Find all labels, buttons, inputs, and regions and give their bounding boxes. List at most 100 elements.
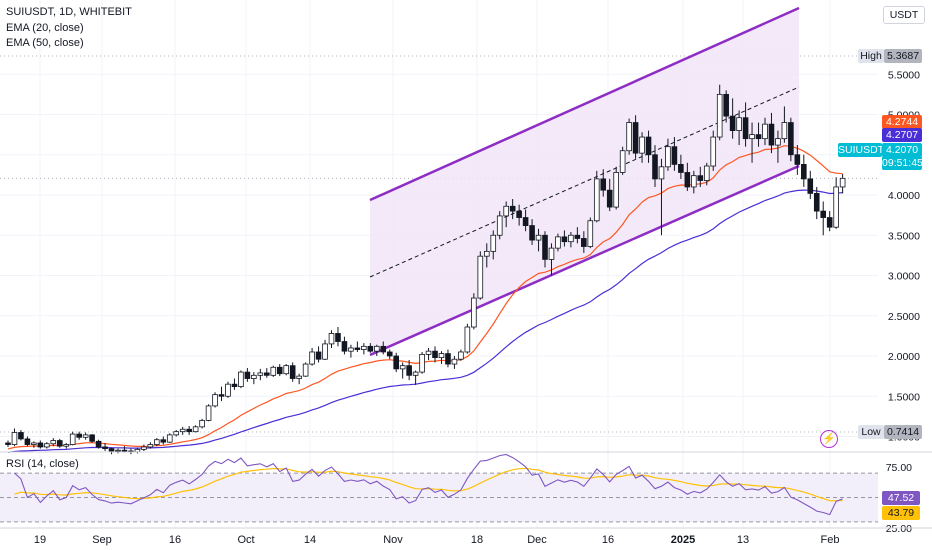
channel-lower (369, 164, 800, 357)
candle-up (833, 186, 839, 228)
candle-up (270, 366, 277, 376)
time-tick-label: Dec (527, 534, 547, 546)
candle-up (626, 122, 632, 152)
price-tick-label: 5.5000 (888, 69, 920, 81)
candle-up (296, 375, 302, 379)
rsi-band (0, 473, 878, 522)
candle-down (645, 136, 652, 156)
candle-down (5, 442, 11, 445)
time-axis[interactable]: 19 Sep 16 Oct 14 Nov 18 Dec 16 2025 13 Feb (0, 527, 932, 546)
ema20-price-tag: 4.2744 (882, 115, 922, 129)
time-tick-label: 2025 (671, 534, 695, 546)
candle-up (496, 215, 503, 236)
candle-up (593, 178, 600, 222)
rsi-legend[interactable]: RSI (14, close) (6, 458, 79, 470)
candle-down (432, 350, 438, 359)
candle-up (399, 365, 406, 370)
candle-up (555, 236, 561, 249)
candle-down (121, 449, 128, 452)
candle-down (606, 189, 613, 208)
candle-down (600, 178, 607, 191)
candle-down (801, 164, 807, 180)
candle-down (522, 217, 529, 226)
candle-down (186, 428, 192, 433)
candle-up (451, 358, 458, 365)
candle-down (341, 341, 348, 352)
candle-down (263, 372, 270, 376)
high-value: 5.3687 (884, 49, 922, 63)
candle-down (581, 238, 587, 247)
candle-up (710, 136, 717, 167)
candle-down (102, 446, 108, 449)
time-tick-label: 19 (34, 534, 46, 546)
candle-up (283, 365, 290, 375)
ema50-legend[interactable]: EMA (50, close) (6, 37, 84, 49)
candle-down (335, 333, 341, 342)
candle-down (820, 210, 827, 218)
time-tick-label: 16 (169, 534, 181, 546)
candle-down (684, 172, 691, 188)
candle-down (367, 345, 374, 352)
candle-up (302, 363, 309, 377)
currency-button[interactable]: USDT (883, 6, 925, 24)
ema20-legend[interactable]: EMA (20, close) (6, 22, 84, 34)
candle-down (509, 205, 516, 212)
candle-up (50, 440, 57, 445)
candle-up (775, 138, 781, 146)
candle-up (419, 353, 425, 373)
candle-down (445, 353, 451, 365)
time-tick-label: 14 (304, 534, 316, 546)
candle-up (373, 345, 380, 352)
candle-up (483, 250, 490, 257)
candle-down (632, 122, 639, 154)
high-tag: High (858, 49, 884, 63)
candle-up (212, 394, 218, 407)
candle-down (160, 439, 167, 443)
candle-down (561, 236, 568, 243)
rsi-value-tag: 47.52 (882, 491, 920, 505)
time-tick-label: Sep (92, 534, 112, 546)
candle-up (154, 439, 160, 445)
time-tick-label: 13 (737, 534, 749, 546)
candle-up (503, 205, 509, 217)
candle-down (794, 154, 801, 165)
candle-down (89, 434, 95, 442)
candle-up (438, 353, 445, 359)
candle-up (471, 297, 477, 328)
channel-upper (369, 6, 800, 202)
candle-down (406, 365, 412, 376)
candle-up (63, 444, 70, 447)
candle-up (31, 442, 37, 445)
symbol-title[interactable]: SUIUSDT, 1D, WHITEBIT (6, 6, 132, 18)
candle-down (244, 371, 251, 379)
last-price-tag: 4.2070 (882, 143, 922, 157)
candle-up (147, 444, 154, 448)
candle-down (37, 442, 44, 448)
candle-down (697, 175, 704, 181)
bar-countdown: 09:51:45 (882, 156, 923, 170)
rsi-pane (0, 451, 932, 523)
candle-up (361, 345, 367, 350)
candle-up (328, 333, 335, 345)
candle-up (716, 93, 723, 138)
price-tick-label: 4.0000 (888, 190, 920, 202)
candle-down (108, 448, 115, 452)
candle-down (723, 93, 729, 117)
candle-up (425, 350, 432, 355)
candle-up (762, 123, 768, 140)
candle-down (755, 134, 762, 140)
lightning-icon[interactable]: ⚡ (820, 430, 838, 448)
candle-up (44, 443, 50, 448)
ema50-price-tag: 4.2707 (882, 128, 922, 142)
candle-down (231, 383, 238, 387)
candle-up (238, 371, 244, 387)
candle-down (516, 210, 522, 218)
candle-down (95, 440, 102, 448)
candle-up (251, 374, 257, 379)
time-tick-label: Nov (383, 534, 403, 546)
candle-up (173, 431, 180, 436)
candle-up (736, 117, 742, 132)
price-tick-label: 3.0000 (888, 271, 920, 283)
